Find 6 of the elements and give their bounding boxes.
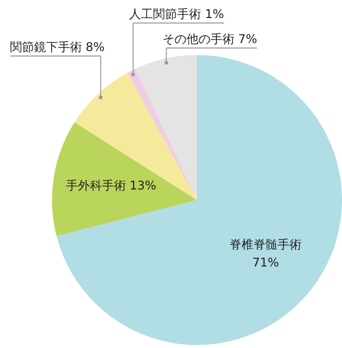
slice-label: 関節鏡下手術 8% [10, 40, 105, 54]
data-label: 71% [252, 255, 280, 270]
slice-label: 人工関節手術 1% [129, 7, 224, 22]
slice-label: その他の手術 7% [162, 32, 258, 46]
slice-label: 脊椎脊髄手術 [230, 237, 302, 252]
slice-label: 手外科手術 13% [66, 178, 156, 193]
